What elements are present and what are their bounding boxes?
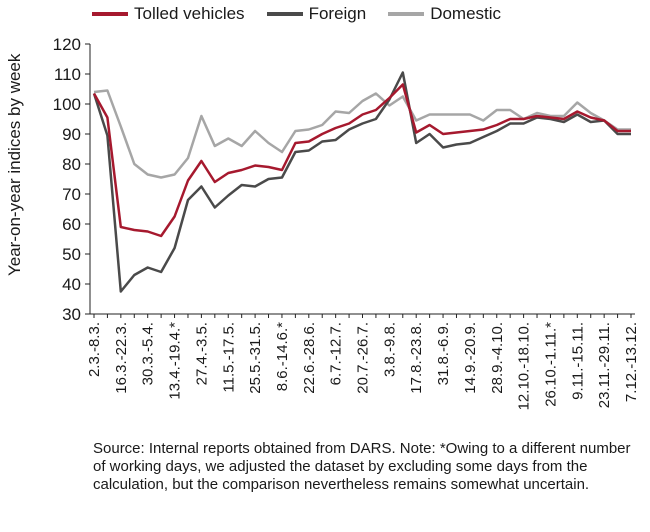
y-tick-label: 50 [62,245,81,264]
x-tick-label: 8.6.-14.6.* [274,322,291,391]
chart-axes [89,44,635,315]
y-tick-label: 40 [62,275,81,294]
x-ticks: 2.3.-8.3. 16.3.-22.3. 30.3.-5.4. 13.4.-19.4… [86,314,640,410]
y-tick-label: 60 [62,215,81,234]
source-note: Source: Internal reports obtained from D… [93,440,631,493]
x-tick-label: 20.7.-26.7. [355,322,372,394]
y-tick-label: 30 [62,305,81,324]
legend-item-tolled: Tolled vehicles [92,4,245,24]
x-tick-label: 12.10.-18.10. [516,322,533,410]
x-tick-label: 2.3.-8.3. [86,322,103,377]
x-tick-label: 13.4.-19.4.* [167,322,184,400]
legend-label-foreign: Foreign [308,4,367,23]
x-tick-label: 30.3.-5.4. [140,322,157,385]
legend-swatch-tolled [92,12,128,16]
legend: Tolled vehicles Foreign Domestic [92,4,523,24]
y-tick-label: 70 [62,185,81,204]
series-line-domestic [93,89,631,179]
legend-swatch-foreign [266,12,303,16]
legend-label-tolled: Tolled vehicles [134,4,245,23]
x-tick-label: 14.9.-20.9. [462,322,479,394]
y-tick-label: 100 [53,95,81,114]
x-tick-label: 27.4.-3.5. [193,322,210,385]
x-tick-label: 9.11.-15.11. [569,322,586,400]
x-tick-label: 7.12.-13.12. [623,322,640,402]
x-tick-label: 23.11.-29.11. [596,322,613,408]
y-tick-label: 120 [53,35,81,54]
x-tick-label: 17.8.-23.8. [408,322,425,394]
x-tick-label: 28.9.-4.10. [489,322,506,394]
x-tick-label: 6.7.-12.7. [328,322,345,385]
legend-item-domestic: Domestic [388,4,501,24]
x-tick-label: 22.6.-28.6. [301,322,318,394]
y-axis-label: Year-on-year indices by week [5,53,24,276]
series-line-foreign [92,71,631,293]
x-tick-label: 16.3.-22.3. [113,322,130,394]
y-tick-label: 90 [62,125,81,144]
x-tick-label: 3.8.-9.8. [381,322,398,377]
legend-item-foreign: Foreign [266,4,367,24]
y-ticks: 30 40 50 60 70 80 90 100 110 120 [53,35,90,324]
legend-swatch-domestic [388,12,425,16]
x-tick-label: 26.10.-1.11.* [542,322,559,407]
x-tick-label: 25.5.-31.5. [247,322,264,394]
series-line-tolled-vehicles [92,83,631,238]
x-tick-label: 31.8.-6.9. [435,322,452,385]
series-lines [92,71,631,293]
y-tick-label: 80 [62,155,81,174]
y-tick-label: 110 [54,65,81,84]
legend-label-domestic: Domestic [430,4,502,23]
x-tick-label: 11.5.-17.5. [220,322,237,393]
